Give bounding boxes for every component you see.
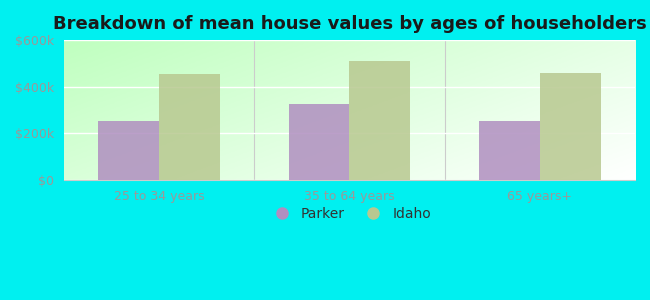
Title: Breakdown of mean house values by ages of householders: Breakdown of mean house values by ages o… (53, 15, 646, 33)
Bar (98, 121, 159, 180)
Bar (289, 104, 350, 180)
Bar (159, 74, 220, 180)
Legend: Parker, Idaho: Parker, Idaho (262, 201, 437, 226)
Bar (540, 73, 601, 180)
Bar (350, 61, 410, 180)
Bar (479, 121, 540, 180)
